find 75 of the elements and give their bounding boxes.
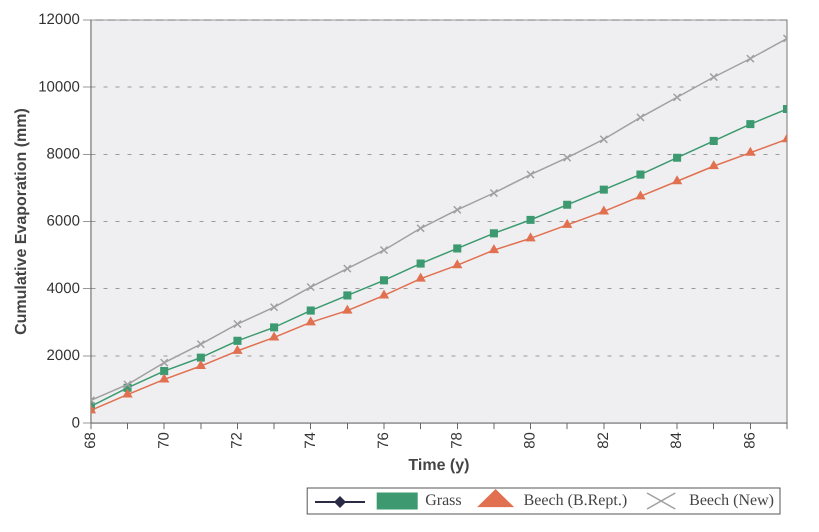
point <box>452 260 462 268</box>
y-axis-title: Cumulative Evaporation (mm) <box>13 108 30 335</box>
x-tick-label: 72 <box>228 432 246 449</box>
point <box>636 170 644 179</box>
point <box>562 219 572 228</box>
point <box>343 291 352 300</box>
point <box>160 367 168 376</box>
legend-label: Beech (B.Rept.) <box>524 492 628 510</box>
point <box>416 273 426 282</box>
point <box>196 354 205 362</box>
point <box>270 302 278 312</box>
point <box>600 134 608 144</box>
x-tick-label: 76 <box>375 432 392 449</box>
point <box>526 216 535 224</box>
legend-label: Beech (New) <box>689 492 774 510</box>
point <box>196 360 206 370</box>
point <box>490 188 498 198</box>
x-tick-label: 68 <box>82 432 100 449</box>
point <box>710 136 718 145</box>
x-axis-title: Time (y) <box>408 456 470 474</box>
point <box>636 190 646 200</box>
point <box>343 264 352 273</box>
point <box>269 332 279 340</box>
point <box>708 160 719 170</box>
point <box>672 176 682 184</box>
point <box>452 206 462 214</box>
point <box>379 290 389 298</box>
y-tick-label: 10000 <box>38 78 80 96</box>
point <box>160 358 168 367</box>
point <box>232 345 242 354</box>
y-tick-label: 4000 <box>46 280 80 297</box>
point <box>453 244 462 252</box>
y-tick-label: 2000 <box>46 347 80 364</box>
point <box>673 154 682 162</box>
y-tick-label: 6000 <box>46 212 80 230</box>
legend-label: Grass <box>425 492 462 510</box>
point <box>526 232 536 242</box>
x-tick-label: 82 <box>594 432 612 449</box>
point <box>746 54 755 63</box>
point <box>196 340 206 348</box>
point <box>233 320 242 328</box>
y-tick-label: 12000 <box>38 11 80 28</box>
point <box>746 147 756 156</box>
point <box>233 336 242 345</box>
point <box>123 380 132 389</box>
point <box>489 244 499 254</box>
point <box>416 224 425 233</box>
point <box>636 113 645 122</box>
point <box>746 120 754 128</box>
point <box>159 374 170 382</box>
x-tick-label: 80 <box>522 432 539 449</box>
point <box>122 389 132 398</box>
x-tick-label: 78 <box>448 432 466 449</box>
point <box>416 260 425 268</box>
y-tick-label: 8000 <box>46 146 80 163</box>
x-tick-label: 86 <box>742 432 759 449</box>
point <box>306 306 315 315</box>
x-tick-label: 74 <box>302 432 319 449</box>
point <box>490 229 498 238</box>
point <box>526 170 535 179</box>
y-tick-label: 0 <box>72 414 80 432</box>
point <box>598 206 609 214</box>
point <box>270 323 278 332</box>
point <box>563 200 572 209</box>
x-tick-label: 84 <box>668 432 686 449</box>
point <box>562 153 572 162</box>
point <box>380 276 388 284</box>
x-tick-label: 70 <box>155 432 172 449</box>
point <box>306 282 316 292</box>
point <box>306 316 316 326</box>
point <box>342 305 352 314</box>
point <box>380 246 388 254</box>
point <box>600 186 608 194</box>
point <box>709 72 718 82</box>
point <box>672 92 682 102</box>
